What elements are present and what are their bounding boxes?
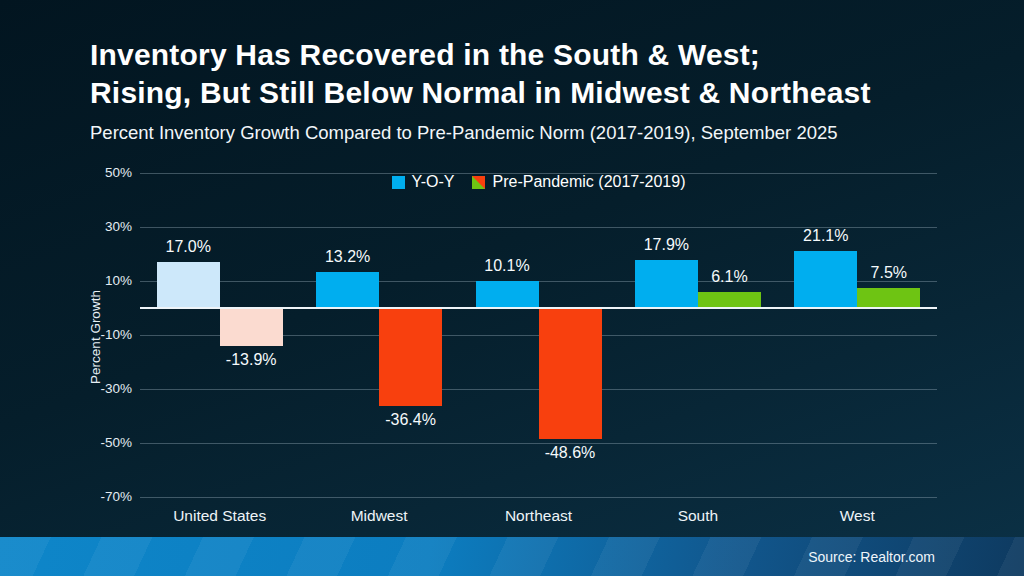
bar-value-label: 21.1% [776,227,876,245]
page-title: Inventory Has Recovered in the South & W… [90,36,970,112]
footer-bar: Source: Realtor.com [0,537,1024,576]
bar-value-label: 13.2% [298,248,398,266]
bar [157,262,220,308]
bar-value-label: 7.5% [839,264,939,282]
y-axis-tick-label: 30% [82,218,132,236]
bar [539,308,602,439]
bar [316,272,379,308]
legend-item-yoy: Y-O-Y [392,173,455,191]
y-axis-tick-label: -50% [82,434,132,452]
bar [220,308,283,346]
prepandemic-color-swatch-icon [472,176,485,189]
x-axis-category-label: United States [140,505,299,527]
y-axis-tick-label: -10% [82,326,132,344]
bar-value-label: -13.9% [201,351,301,369]
bar [857,288,920,308]
x-axis-category-label: Northeast [459,505,618,527]
bar [379,308,442,406]
y-axis-tick-label: -30% [82,380,132,398]
y-axis-tick-label: 50% [82,164,132,182]
page-title-line1: Inventory Has Recovered in the South & W… [90,36,970,74]
legend-item-prepandemic: Pre-Pandemic (2017-2019) [472,173,685,191]
bar-value-label: 17.9% [616,236,716,254]
yoy-color-swatch-icon [392,176,405,189]
bar-value-label: -48.6% [520,444,620,462]
source-credit: Source: Realtor.com [808,549,935,565]
header: Inventory Has Recovered in the South & W… [90,36,970,144]
chart-plot-area: 50%30%10%-10%-30%-50%-70%17.0%-13.9%Unit… [140,173,937,497]
legend-label-yoy: Y-O-Y [412,173,455,191]
bar-value-label: 17.0% [138,238,238,256]
x-axis-category-label: Midwest [299,505,458,527]
gridline [140,497,937,498]
zero-baseline [140,307,937,309]
legend-label-prepandemic: Pre-Pandemic (2017-2019) [492,173,685,191]
bar-value-label: 10.1% [457,257,557,275]
chart-subtitle: Percent Inventory Growth Compared to Pre… [90,122,970,144]
slide-background: Inventory Has Recovered in the South & W… [0,0,1024,576]
bar-value-label: -36.4% [361,411,461,429]
bar [476,281,539,308]
page-title-line2: Rising, But Still Below Normal in Midwes… [90,74,970,112]
y-axis-tick-label: 10% [82,272,132,290]
y-axis-tick-label: -70% [82,488,132,506]
bar-value-label: 6.1% [679,268,779,286]
bar [698,292,761,308]
x-axis-category-label: West [778,505,937,527]
x-axis-category-label: South [618,505,777,527]
chart-legend: Y-O-Y Pre-Pandemic (2017-2019) [140,173,937,191]
